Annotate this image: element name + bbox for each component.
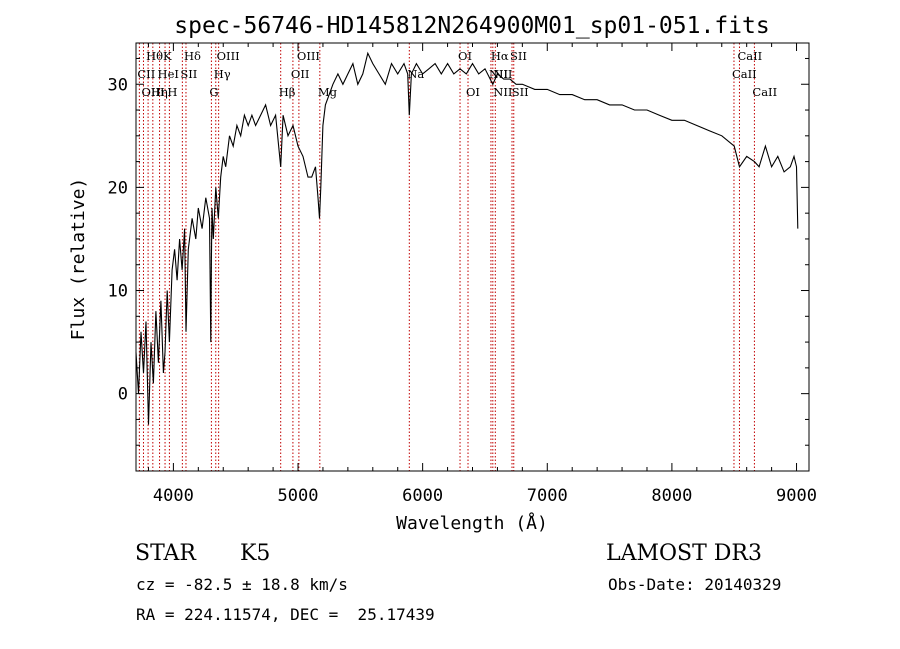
- spectral-line-markers: [138, 43, 755, 471]
- spectral-line-label: Na: [407, 67, 424, 81]
- spectral-line-label: G: [209, 85, 218, 99]
- spectral-line-label: Hδ: [184, 49, 201, 63]
- y-tick-label: 10: [108, 282, 128, 302]
- spectral-line-label: Hβ: [279, 85, 296, 99]
- x-tick-label: 8000: [651, 486, 692, 506]
- spectral-line-label: OIII: [141, 85, 164, 99]
- spectral-line-label: OI: [466, 85, 480, 99]
- spectrum-series-line: [135, 51, 799, 425]
- survey-name: LAMOST DR3: [606, 541, 762, 566]
- y-tick-label: 20: [108, 178, 128, 198]
- spectral-line-label: NII: [493, 67, 512, 81]
- sky-coordinates: RA = 224.11574, DEC = 25.17439: [136, 605, 435, 624]
- spectral-line-label: SII: [512, 85, 529, 99]
- y-axis-label: Flux (relative): [68, 178, 89, 341]
- x-tick-label: 5000: [278, 486, 319, 506]
- spectral-line-label: SII: [180, 67, 197, 81]
- spectral-line-label: Mg: [318, 85, 338, 99]
- spectral-line-label: OIII: [297, 49, 320, 63]
- spectral-line-label: H: [167, 85, 177, 99]
- spectral-line-label: Hγ: [214, 67, 231, 81]
- spectral-line-label: CaII: [752, 85, 777, 99]
- plot-frame: [135, 42, 810, 472]
- spectral-line-label: K: [163, 49, 172, 63]
- axis-ticks: 4000 5000 6000 7000 8000 9000 0 10 20 30: [108, 43, 817, 506]
- observation-date: Obs-Date: 20140329: [608, 575, 782, 594]
- spectral-line-label: CaII: [737, 49, 762, 63]
- x-tick-label: 7000: [527, 486, 568, 506]
- spectral-line-label: OII: [291, 67, 310, 81]
- spectral-line-label: NII: [493, 85, 512, 99]
- object-class: STAR: [135, 541, 196, 566]
- x-axis-label: Wavelength (Å): [396, 512, 548, 534]
- y-tick-label: 30: [108, 75, 128, 95]
- x-tick-label: 6000: [402, 486, 443, 506]
- chart-title: spec-56746-HD145812N264900M01_sp01-051.f…: [174, 13, 769, 39]
- spectral-line-label: Hα: [491, 49, 509, 63]
- x-tick-label: 4000: [153, 486, 194, 506]
- y-tick-label: 0: [118, 385, 128, 405]
- redshift-velocity: cz = -82.5 ± 18.8 km/s: [136, 575, 348, 594]
- spectral-line-label: CII: [137, 67, 155, 81]
- spectral-line-label: OI: [458, 49, 472, 63]
- object-subclass: K5: [240, 541, 271, 566]
- spectral-line-label: HeI: [158, 67, 179, 81]
- x-tick-label: 9000: [776, 486, 817, 506]
- spectral-line-label: NII: [489, 67, 508, 81]
- spectral-line-label: OIII: [217, 49, 240, 63]
- spectral-line-label: CaII: [732, 67, 757, 81]
- spectral-line-label: Hη: [151, 85, 168, 99]
- spectral-line-label: SII: [510, 49, 527, 63]
- spectral-line-label: Hθ: [146, 49, 163, 63]
